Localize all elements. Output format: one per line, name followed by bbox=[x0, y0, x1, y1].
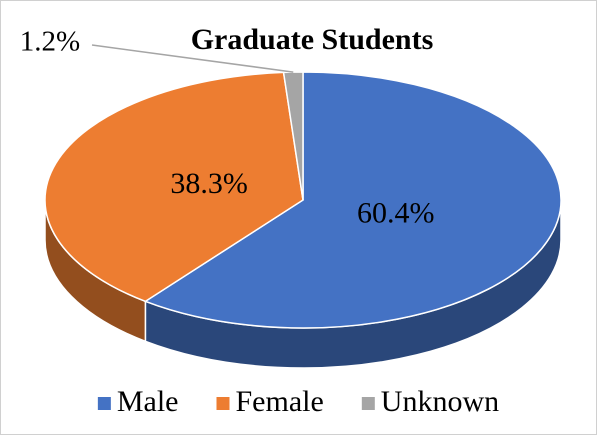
leader-line bbox=[91, 44, 294, 73]
legend-label: Female bbox=[235, 385, 323, 418]
data-label: 1.2% bbox=[20, 26, 80, 58]
chart-title: Graduate Students bbox=[191, 23, 434, 56]
legend-swatch bbox=[97, 397, 111, 410]
legend: Male Female Unknown bbox=[97, 385, 499, 418]
pie-slice bbox=[44, 71, 304, 303]
data-label: 60.4% bbox=[357, 197, 435, 230]
legend-swatch bbox=[216, 397, 230, 410]
legend-label: Unknown bbox=[381, 385, 499, 418]
legend-label: Male bbox=[117, 385, 179, 418]
data-label: 38.3% bbox=[170, 167, 248, 200]
pie-slice bbox=[143, 71, 562, 329]
legend-swatch bbox=[361, 397, 375, 410]
